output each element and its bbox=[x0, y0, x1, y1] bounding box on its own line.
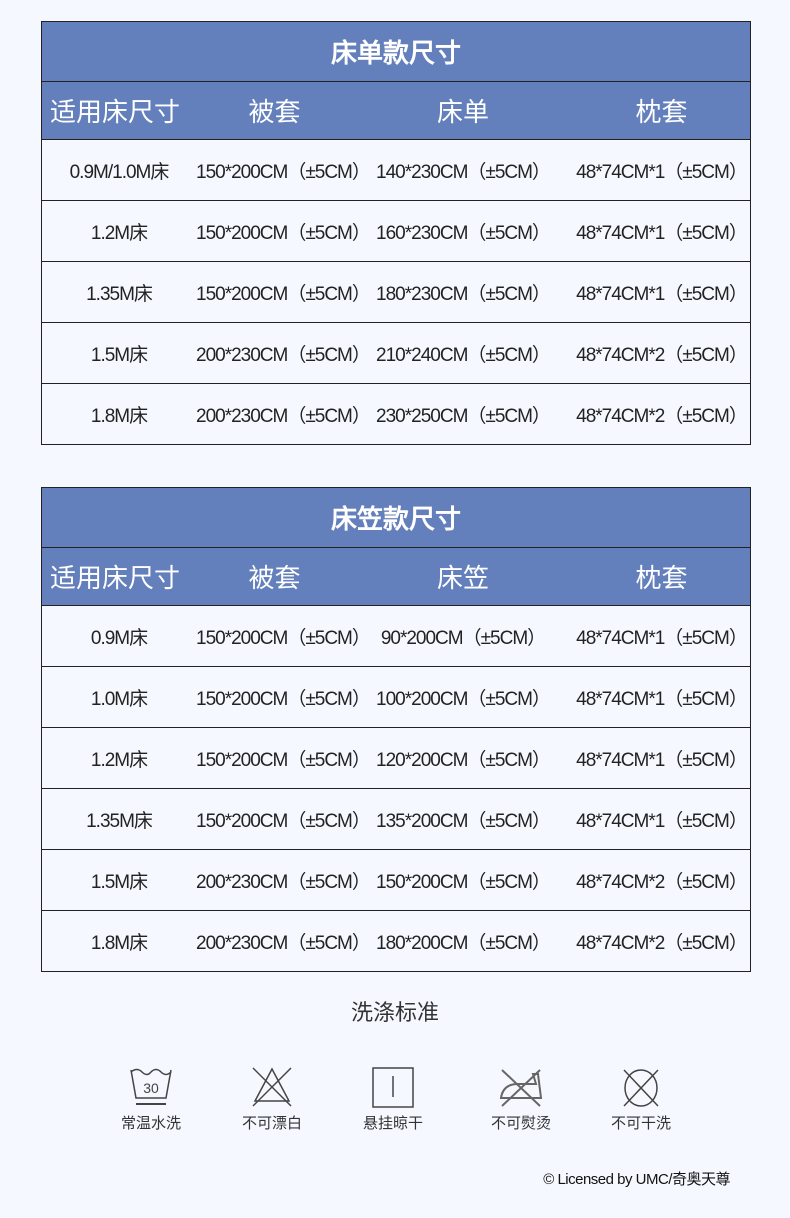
table-cell: 200*230CM（±5CM） bbox=[196, 871, 371, 893]
table-title: 床笠款尺寸 bbox=[42, 488, 750, 548]
table-cell: 48*74CM*1（±5CM） bbox=[576, 283, 748, 305]
table-row: 1.0M床 150*200CM（±5CM） 100*200CM（±5CM） 48*74… bbox=[42, 667, 750, 728]
column-header: 枕套 bbox=[635, 97, 688, 127]
table-cell: 48*74CM*1（±5CM） bbox=[576, 222, 748, 244]
table-row: 1.35M床 150*200CM（±5CM） 180*230CM（±5CM） 48*7… bbox=[42, 262, 750, 323]
table-cell: 1.5M床 bbox=[90, 344, 148, 366]
care-title: 洗涤标准 bbox=[350, 1000, 439, 1025]
table-row: 1.2M床 150*200CM（±5CM） 120*200CM（±5CM） 48*74… bbox=[42, 728, 750, 789]
table-cell: 48*74CM*2（±5CM） bbox=[576, 405, 748, 427]
table-cell: 140*230CM（±5CM） bbox=[376, 161, 551, 183]
no-iron-icon bbox=[499, 1069, 543, 1107]
care-item-bleach: 不可漂白 bbox=[222, 1066, 322, 1133]
sheet-size-table: 床单款尺寸 适用床尺寸 被套 床单 枕套 0.9M/1.0M床 150*200CM（±5… bbox=[41, 21, 751, 445]
column-header: 枕套 bbox=[635, 563, 688, 593]
table-body: 0.9M床 150*200CM（±5CM） 90*200CM（±5CM） 48*74C… bbox=[42, 606, 750, 971]
table-cell: 1.8M床 bbox=[90, 405, 148, 427]
table-row: 1.5M床 200*230CM（±5CM） 150*200CM（±5CM） 48*74… bbox=[42, 850, 750, 911]
table-cell: 100*200CM（±5CM） bbox=[376, 688, 551, 710]
table-cell: 200*230CM（±5CM） bbox=[196, 344, 371, 366]
fitted-size-table: 床笠款尺寸 适用床尺寸 被套 床笠 枕套 0.9M床 150*200CM（±5CM） 90… bbox=[41, 487, 751, 972]
table-cell: 180*200CM（±5CM） bbox=[376, 932, 551, 954]
table-row: 1.5M床 200*230CM（±5CM） 210*240CM（±5CM） 48*74… bbox=[42, 323, 750, 384]
table-cell: 0.9M/1.0M床 bbox=[69, 161, 170, 183]
table-cell: 150*200CM（±5CM） bbox=[196, 688, 371, 710]
table-cell: 48*74CM*2（±5CM） bbox=[576, 344, 748, 366]
table-title: 床单款尺寸 bbox=[42, 22, 750, 82]
table-cell: 48*74CM*1（±5CM） bbox=[576, 810, 748, 832]
care-label: 常温水洗 bbox=[120, 1115, 181, 1132]
table-cell: 48*74CM*1（±5CM） bbox=[576, 161, 748, 183]
table-cell: 200*230CM（±5CM） bbox=[196, 405, 371, 427]
table-cell: 150*200CM（±5CM） bbox=[376, 871, 551, 893]
table-cell: 150*200CM（±5CM） bbox=[196, 749, 371, 771]
care-label: 不可漂白 bbox=[241, 1115, 302, 1132]
table-cell: 150*200CM（±5CM） bbox=[196, 222, 371, 244]
table-row: 1.8M床 200*230CM（±5CM） 180*200CM（±5CM） 48*74… bbox=[42, 911, 750, 971]
table-row: 1.35M床 150*200CM（±5CM） 135*200CM（±5CM） 48*7… bbox=[42, 789, 750, 850]
table-body: 0.9M/1.0M床 150*200CM（±5CM） 140*230CM（±5CM）… bbox=[42, 140, 750, 444]
no-bleach-icon bbox=[252, 1067, 292, 1107]
table-cell: 0.9M床 bbox=[90, 627, 148, 649]
no-dry-clean-icon bbox=[623, 1069, 659, 1107]
table-cell: 1.2M床 bbox=[90, 222, 148, 244]
table-header: 适用床尺寸 被套 床笠 枕套 bbox=[42, 548, 750, 606]
table-cell: 1.8M床 bbox=[90, 932, 148, 954]
table-cell: 230*250CM（±5CM） bbox=[376, 405, 551, 427]
table-cell: 150*200CM（±5CM） bbox=[196, 283, 371, 305]
column-header: 被套 bbox=[248, 563, 301, 593]
table-cell: 120*200CM（±5CM） bbox=[376, 749, 551, 771]
wash-30-icon: 30 bbox=[130, 1068, 172, 1105]
table-cell: 1.35M床 bbox=[86, 283, 153, 305]
care-item-dry: 悬挂晾干 bbox=[343, 1066, 443, 1133]
table-cell: 48*74CM*2（±5CM） bbox=[576, 871, 748, 893]
column-header: 床笠 bbox=[436, 563, 489, 593]
table-cell: 180*230CM（±5CM） bbox=[376, 283, 551, 305]
table-cell: 48*74CM*2（±5CM） bbox=[576, 932, 748, 954]
table-cell: 150*200CM（±5CM） bbox=[196, 810, 371, 832]
table-cell: 160*230CM（±5CM） bbox=[376, 222, 551, 244]
svg-text:30: 30 bbox=[143, 1080, 159, 1096]
column-header: 被套 bbox=[248, 97, 301, 127]
care-label: 悬挂晾干 bbox=[362, 1115, 423, 1132]
table-cell: 48*74CM*1（±5CM） bbox=[576, 627, 748, 649]
care-label: 不可熨烫 bbox=[490, 1115, 551, 1132]
table-cell: 90*200CM（±5CM） bbox=[380, 627, 546, 649]
table-cell: 210*240CM（±5CM） bbox=[376, 344, 551, 366]
table-cell: 1.5M床 bbox=[90, 871, 148, 893]
table-cell: 150*200CM（±5CM） bbox=[196, 161, 371, 183]
table-cell: 1.2M床 bbox=[90, 749, 148, 771]
table-row: 0.9M/1.0M床 150*200CM（±5CM） 140*230CM（±5CM）… bbox=[42, 140, 750, 201]
care-item-dryclean: 不可干洗 bbox=[591, 1066, 691, 1133]
table-cell: 135*200CM（±5CM） bbox=[376, 810, 551, 832]
care-item-wash: 30 常温水洗 bbox=[101, 1066, 201, 1133]
table-header: 适用床尺寸 被套 床单 枕套 bbox=[42, 82, 750, 140]
table-row: 0.9M床 150*200CM（±5CM） 90*200CM（±5CM） 48*74C… bbox=[42, 606, 750, 667]
table-cell: 200*230CM（±5CM） bbox=[196, 932, 371, 954]
table-cell: 1.0M床 bbox=[90, 688, 148, 710]
table-cell: 150*200CM（±5CM） bbox=[196, 627, 371, 649]
column-header: 适用床尺寸 bbox=[50, 97, 181, 127]
table-row: 1.2M床 150*200CM（±5CM） 160*230CM（±5CM） 48*74… bbox=[42, 201, 750, 262]
license-text: © Licensed by UMC/奇奥天尊 bbox=[543, 1171, 730, 1188]
care-item-iron: 不可熨烫 bbox=[471, 1066, 571, 1133]
column-header: 适用床尺寸 bbox=[50, 563, 181, 593]
table-cell: 1.35M床 bbox=[86, 810, 153, 832]
line-dry-icon bbox=[372, 1067, 414, 1108]
column-header: 床单 bbox=[436, 97, 489, 127]
table-cell: 48*74CM*1（±5CM） bbox=[576, 749, 748, 771]
table-cell: 48*74CM*1（±5CM） bbox=[576, 688, 748, 710]
table-row: 1.8M床 200*230CM（±5CM） 230*250CM（±5CM） 48*74… bbox=[42, 384, 750, 444]
care-label: 不可干洗 bbox=[610, 1115, 671, 1132]
